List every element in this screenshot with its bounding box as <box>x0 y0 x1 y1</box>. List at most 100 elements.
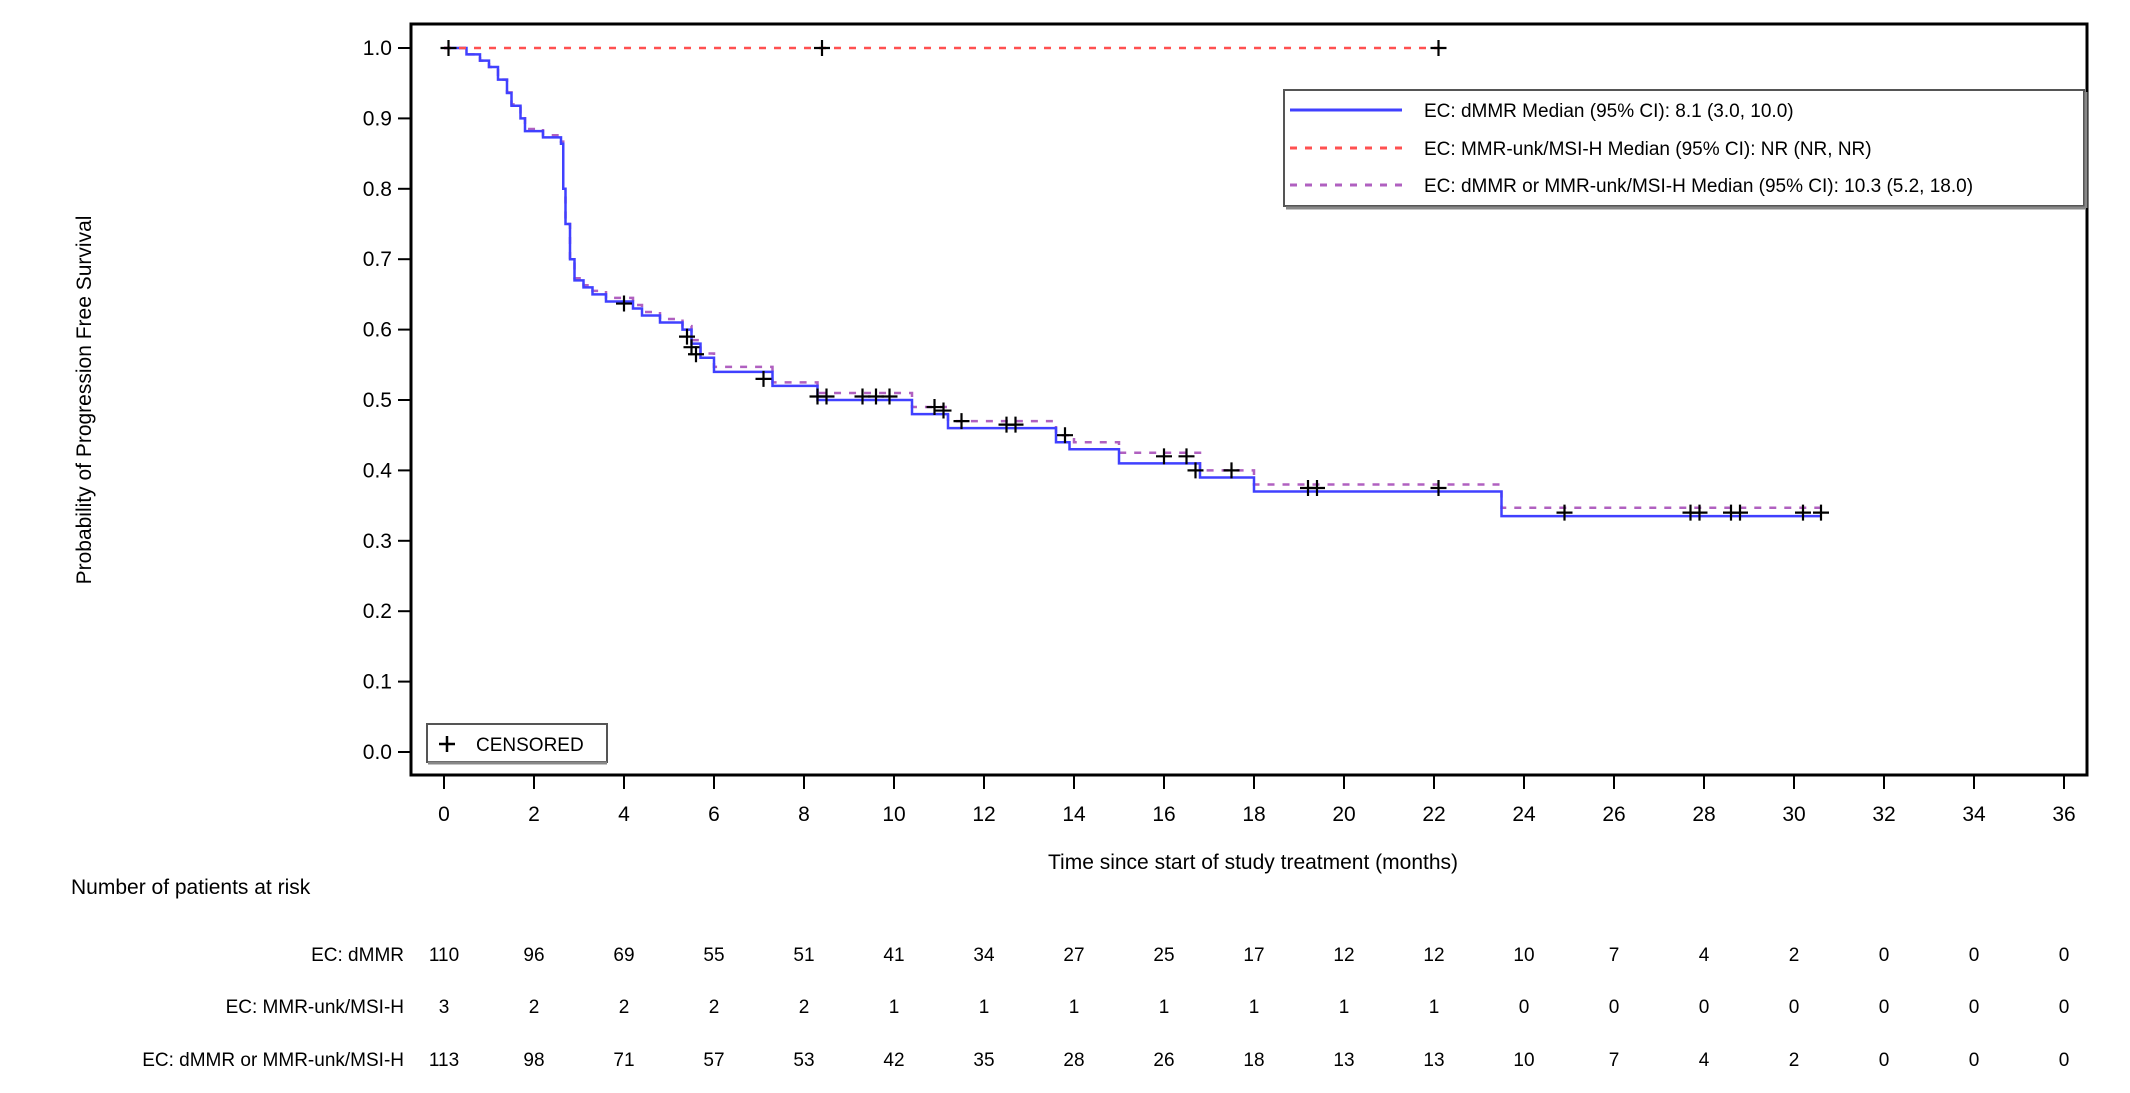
censor-mark <box>935 402 952 419</box>
x-tick-label: 30 <box>1782 803 1805 826</box>
risk-count: 13 <box>1333 1050 1354 1071</box>
y-tick-label: 0.1 <box>363 671 392 694</box>
x-tick-label: 20 <box>1332 803 1355 826</box>
censor-mark <box>1430 480 1447 496</box>
risk-table: EC: dMMR 110 96 69 55 51 41 34 27 25 17 12 12 10 7 4 2 0 0… <box>142 945 2069 1071</box>
risk-count: 1 <box>1339 997 1350 1018</box>
x-tick-label: 24 <box>1512 803 1536 826</box>
risk-count: 42 <box>883 1050 904 1071</box>
censor-mark <box>1007 416 1024 433</box>
risk-count: 1 <box>1069 997 1080 1018</box>
risk-count: 0 <box>1519 997 1530 1018</box>
censor-mark <box>1691 504 1708 521</box>
x-axis-label: Time since start of study treatment (mon… <box>1048 851 1458 874</box>
risk-count: 0 <box>1789 997 1800 1018</box>
risk-table-title: Number of patients at risk <box>71 876 311 899</box>
censor-mark <box>1795 504 1811 521</box>
risk-count: 2 <box>709 997 720 1018</box>
risk-count: 4 <box>1699 945 1710 966</box>
risk-count: 2 <box>1789 1050 1800 1071</box>
risk-row-label: EC: dMMR <box>311 945 404 966</box>
risk-count: 2 <box>799 997 810 1018</box>
risk-count: 51 <box>793 945 814 966</box>
risk-count: 35 <box>973 1050 994 1071</box>
risk-count: 18 <box>1243 1050 1264 1071</box>
x-tick-label: 22 <box>1422 803 1445 826</box>
risk-count: 1 <box>1249 997 1260 1018</box>
risk-count: 10 <box>1513 945 1534 966</box>
risk-count: 41 <box>883 945 904 966</box>
x-tick-label: 12 <box>972 803 995 826</box>
risk-count: 0 <box>1699 997 1710 1018</box>
risk-count: 17 <box>1243 945 1264 966</box>
y-tick-label: 0.2 <box>363 600 392 623</box>
risk-count: 10 <box>1513 1050 1534 1071</box>
censor-mark <box>616 295 632 312</box>
censor-mark <box>1156 448 1172 465</box>
censor-plus-icon <box>439 736 455 752</box>
risk-count: 1 <box>979 997 990 1018</box>
risk-count: 1 <box>1429 997 1440 1018</box>
y-tick-label: 0.9 <box>363 107 392 130</box>
risk-row-label: EC: dMMR or MMR-unk/MSI-H <box>142 1050 404 1071</box>
risk-count: 113 <box>429 1050 459 1071</box>
legend: EC: dMMR Median (95% CI): 8.1 (3.0, 10.0… <box>1283 89 2088 210</box>
risk-count: 2 <box>1789 945 1800 966</box>
censor-mark <box>1057 427 1073 444</box>
risk-count: 7 <box>1609 945 1620 966</box>
x-tick-label: 16 <box>1152 803 1175 826</box>
risk-count: 2 <box>619 997 630 1018</box>
censor-mark <box>868 388 884 405</box>
risk-count: 0 <box>1879 945 1890 966</box>
risk-count: 53 <box>793 1050 814 1071</box>
legend-label-combined: EC: dMMR or MMR-unk/MSI-H Median (95% CI… <box>1424 176 1973 197</box>
y-tick-label: 0.5 <box>363 389 392 412</box>
risk-count: 98 <box>523 1050 544 1071</box>
risk-count: 2 <box>529 997 540 1018</box>
x-tick-label: 0 <box>438 803 450 826</box>
censor-mark <box>1430 40 1447 56</box>
y-tick-label: 0.4 <box>363 459 393 482</box>
censor-mark <box>1556 504 1573 521</box>
x-tick-label: 4 <box>618 803 630 826</box>
y-tick-label: 0.7 <box>363 248 392 271</box>
censor-mark <box>440 40 457 56</box>
x-tick-label: 28 <box>1692 803 1715 826</box>
risk-count: 0 <box>2059 945 2070 966</box>
censor-mark <box>926 399 943 416</box>
censor-mark <box>679 328 695 345</box>
y-axis-label: Probability of Progression Free Survival <box>73 216 96 585</box>
censor-mark <box>755 370 772 387</box>
risk-count: 0 <box>1879 1050 1890 1071</box>
risk-row-label: EC: MMR-unk/MSI-H <box>226 997 404 1018</box>
legend-label-mmr-unk: EC: MMR-unk/MSI-H Median (95% CI): NR (N… <box>1424 139 1872 160</box>
risk-count: 25 <box>1153 945 1174 966</box>
censored-legend: CENSORED <box>426 723 608 765</box>
risk-count: 7 <box>1609 1050 1620 1071</box>
y-tick-label: 0.6 <box>363 319 392 342</box>
risk-count: 12 <box>1333 945 1354 966</box>
censor-mark <box>854 388 871 405</box>
x-tick-label: 10 <box>882 803 905 826</box>
x-tick-label: 2 <box>528 803 540 826</box>
risk-count: 71 <box>613 1050 634 1071</box>
risk-count: 0 <box>2059 1050 2070 1071</box>
risk-count: 26 <box>1153 1050 1174 1071</box>
censor-mark <box>1187 462 1204 479</box>
risk-count: 110 <box>429 945 459 966</box>
risk-count: 55 <box>703 945 724 966</box>
censor-mark <box>1223 462 1240 479</box>
y-tick-label: 0.3 <box>363 530 392 553</box>
x-tick-label: 14 <box>1062 803 1086 826</box>
censor-mark <box>1309 480 1325 496</box>
x-tick-label: 34 <box>1962 803 1986 826</box>
risk-count: 3 <box>439 997 450 1018</box>
censor-mark <box>814 40 830 56</box>
x-tick-label: 36 <box>2052 803 2075 826</box>
y-tick-label: 0.8 <box>363 178 392 201</box>
risk-count: 0 <box>1969 945 1980 966</box>
x-tick-label: 18 <box>1242 803 1265 826</box>
risk-count: 69 <box>613 945 634 966</box>
censor-mark <box>953 413 970 430</box>
risk-count: 0 <box>1609 997 1620 1018</box>
